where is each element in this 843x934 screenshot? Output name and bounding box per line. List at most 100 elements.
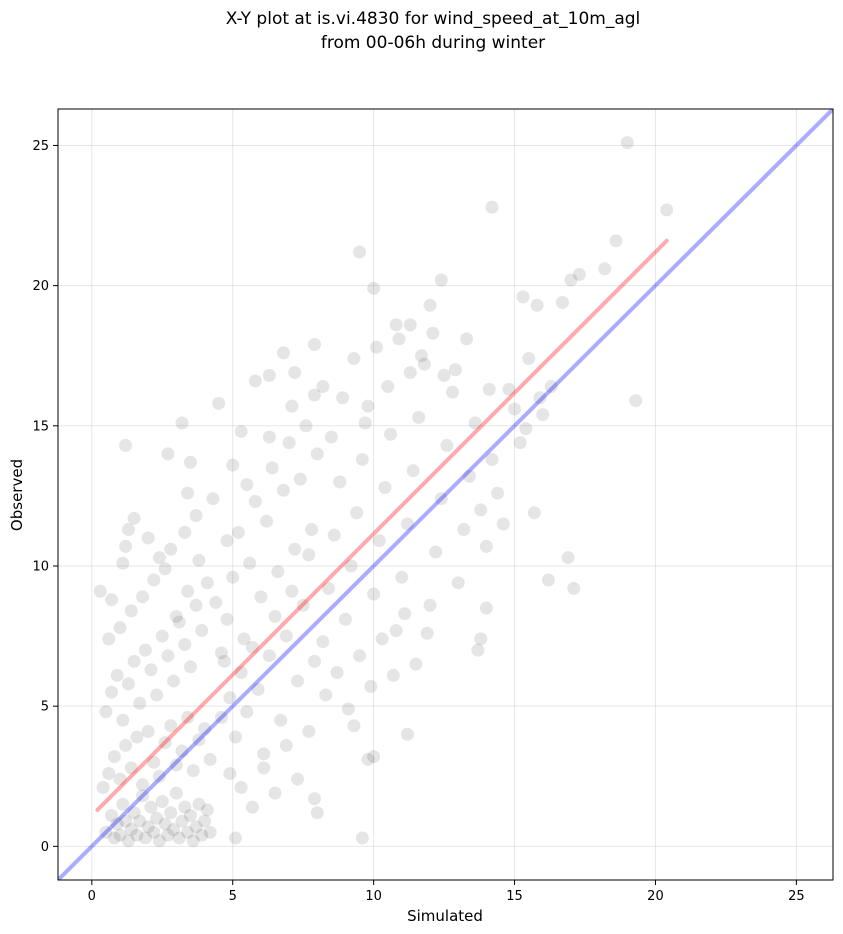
data-point	[268, 609, 282, 623]
data-point	[161, 447, 175, 461]
data-point	[367, 750, 381, 764]
data-point	[375, 632, 389, 646]
data-point	[113, 772, 127, 786]
data-point	[389, 318, 403, 332]
data-point	[448, 363, 462, 377]
data-point	[172, 615, 186, 629]
data-point	[121, 523, 135, 537]
x-tick-label: 25	[788, 889, 805, 904]
data-point	[105, 809, 119, 823]
data-point	[567, 581, 581, 595]
data-point	[220, 612, 234, 626]
data-point	[482, 382, 496, 396]
data-point	[629, 394, 643, 408]
data-point	[392, 332, 406, 346]
data-point	[189, 598, 203, 612]
x-tick-label: 10	[365, 889, 382, 904]
data-point	[136, 778, 150, 792]
regression-fit-line	[95, 238, 669, 812]
data-point	[181, 825, 195, 839]
data-point	[530, 298, 544, 312]
data-point	[175, 744, 189, 758]
data-point	[220, 534, 234, 548]
data-point	[305, 523, 319, 537]
data-point	[240, 705, 254, 719]
data-point	[288, 542, 302, 556]
data-point	[119, 539, 133, 553]
data-point	[322, 581, 336, 595]
data-point	[110, 817, 124, 831]
data-point	[522, 352, 536, 366]
y-tick-label: 10	[32, 559, 49, 574]
data-point	[169, 786, 183, 800]
data-point	[144, 663, 158, 677]
data-point	[519, 422, 533, 436]
data-point	[237, 632, 251, 646]
data-point	[198, 814, 212, 828]
data-point	[279, 629, 293, 643]
data-point	[138, 831, 152, 845]
data-point	[460, 332, 474, 346]
data-point	[491, 486, 505, 500]
data-point	[99, 825, 113, 839]
data-point	[121, 834, 135, 848]
data-point	[479, 539, 493, 553]
data-point	[502, 382, 516, 396]
data-point	[293, 472, 307, 486]
data-point	[167, 674, 181, 688]
data-point	[105, 685, 119, 699]
data-point	[212, 396, 226, 410]
x-tick-label: 20	[647, 889, 664, 904]
data-point	[279, 738, 293, 752]
data-point	[110, 668, 124, 682]
data-point	[229, 831, 243, 845]
data-point	[119, 814, 133, 828]
data-point	[119, 438, 133, 452]
data-point	[141, 531, 155, 545]
data-point	[400, 517, 414, 531]
data-point	[353, 245, 367, 259]
data-point	[468, 416, 482, 430]
data-point	[203, 752, 217, 766]
data-point	[513, 436, 527, 450]
data-point	[147, 825, 161, 839]
data-point	[598, 262, 612, 276]
data-point	[113, 828, 127, 842]
data-point	[102, 632, 116, 646]
data-point	[378, 480, 392, 494]
data-point	[361, 752, 375, 766]
data-point	[307, 338, 321, 352]
data-point	[262, 649, 276, 663]
data-point	[217, 654, 231, 668]
data-point	[415, 349, 429, 363]
data-point	[124, 604, 138, 618]
data-point	[367, 587, 381, 601]
data-point	[508, 402, 522, 416]
data-point	[358, 416, 372, 430]
x-tick-label: 5	[229, 889, 237, 904]
data-point	[178, 525, 192, 539]
data-point	[198, 722, 212, 736]
y-tick-label: 25	[32, 139, 49, 154]
data-point	[214, 646, 228, 660]
data-point	[291, 772, 305, 786]
data-point	[367, 281, 381, 295]
data-point	[102, 766, 116, 780]
data-point	[189, 509, 203, 523]
data-point	[350, 506, 364, 520]
data-point	[479, 601, 493, 615]
data-point	[403, 366, 417, 380]
data-point	[192, 553, 206, 567]
data-point	[420, 626, 434, 640]
data-point	[274, 713, 288, 727]
data-point	[310, 447, 324, 461]
data-point	[155, 629, 169, 643]
data-point	[426, 326, 440, 340]
data-point	[386, 668, 400, 682]
data-point	[282, 436, 296, 450]
data-point	[164, 806, 178, 820]
data-point	[119, 738, 133, 752]
data-point	[307, 654, 321, 668]
data-point	[248, 495, 262, 509]
data-point	[127, 511, 141, 525]
